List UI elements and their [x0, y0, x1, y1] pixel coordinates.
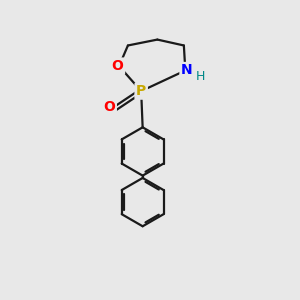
Text: O: O — [112, 59, 124, 73]
Text: H: H — [196, 70, 205, 83]
Text: O: O — [103, 100, 115, 114]
Text: P: P — [136, 84, 146, 98]
Text: N: N — [181, 64, 193, 77]
